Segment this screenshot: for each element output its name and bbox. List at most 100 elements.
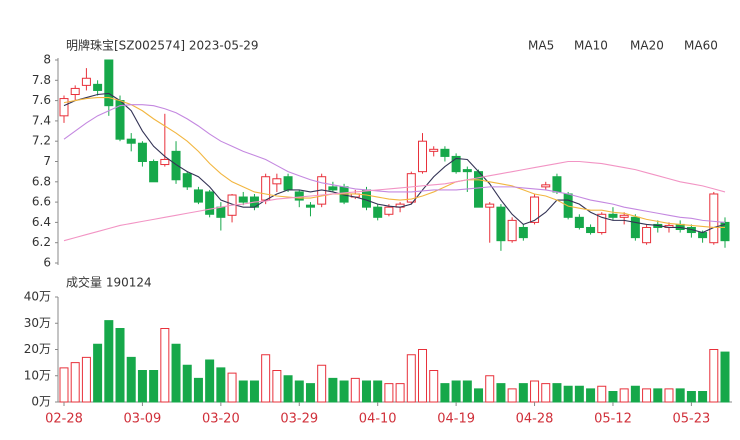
volume-bar <box>261 354 271 403</box>
x-tick-label: 03-09 <box>124 412 162 427</box>
volume-bar <box>597 385 607 403</box>
candle-body <box>294 191 304 201</box>
candle-body <box>630 216 640 239</box>
y-tick-label: 7.2 <box>32 134 51 148</box>
volume-bar <box>395 383 405 403</box>
volume-bar <box>216 367 226 403</box>
candle-body <box>373 206 383 218</box>
candle-body <box>104 59 114 107</box>
x-tick-label: 04-10 <box>359 412 397 427</box>
candle-body <box>126 138 136 144</box>
y-tick-label: 8 <box>43 53 51 67</box>
volume-bar <box>541 383 551 403</box>
volume-bar <box>81 356 91 403</box>
ma-line <box>63 160 726 242</box>
volume-bar <box>350 377 360 403</box>
legend-entry: MA5 <box>528 39 554 53</box>
candle-body <box>406 173 416 203</box>
candle-body <box>216 206 226 218</box>
volume-bar <box>686 391 696 403</box>
volume-bar <box>227 372 237 403</box>
volume-bar <box>182 364 192 403</box>
candle-body <box>328 186 338 191</box>
y-tick-label: 6.2 <box>32 235 51 249</box>
candle-body <box>70 87 80 96</box>
candle-body <box>261 176 271 201</box>
candle-body <box>429 148 439 152</box>
volume-bar <box>485 375 495 403</box>
y-tick-label: 7.4 <box>32 113 51 127</box>
volume-bar <box>249 380 259 403</box>
volume-bar <box>294 380 304 403</box>
x-tick-label: 03-20 <box>202 412 240 427</box>
volume-bar <box>608 391 618 403</box>
volume-bar <box>305 383 315 403</box>
candle-body <box>193 189 203 203</box>
volume-bar <box>675 388 685 403</box>
volume-bar <box>530 380 540 403</box>
candle-body <box>574 216 584 228</box>
y-tick-label: 7.6 <box>32 93 51 107</box>
volume-bar <box>664 388 674 403</box>
volume-bar <box>339 380 349 403</box>
candle-body <box>160 158 170 166</box>
volume-bar <box>193 377 203 403</box>
volume-bar <box>171 343 181 403</box>
candle-body <box>518 226 528 239</box>
candle-body <box>709 193 719 244</box>
y-tick-label: 6.4 <box>32 215 51 229</box>
volume-bar <box>137 370 147 403</box>
volume-bar <box>328 377 338 403</box>
volume-bar <box>126 356 136 403</box>
volume-bar <box>698 391 708 403</box>
volume-bar <box>406 354 416 403</box>
volume-bar <box>429 370 439 403</box>
volume-title: 成交量 190124 <box>66 275 152 290</box>
y-tick-label: 30万 <box>24 316 51 330</box>
volume-bar <box>474 388 484 403</box>
volume-bar <box>440 383 450 403</box>
x-tick-label: 02-28 <box>45 412 83 427</box>
volume-bar <box>720 351 730 403</box>
volume-bar <box>574 385 584 403</box>
volume-bar <box>160 328 170 403</box>
y-tick-label: 6.8 <box>32 174 51 188</box>
candle-body <box>552 176 562 193</box>
candle-body <box>272 178 282 185</box>
volume-bar <box>149 370 159 403</box>
candle-body <box>619 214 629 218</box>
candle-body <box>485 203 495 208</box>
candle-body <box>137 142 147 162</box>
volume-bar <box>93 343 103 403</box>
candle-body <box>238 196 248 203</box>
volume-bar <box>507 388 517 403</box>
candle-body <box>283 176 293 191</box>
candle-body <box>418 140 428 173</box>
volume-bar <box>518 383 528 403</box>
candle-body <box>496 206 506 242</box>
y-tick-label: 0万 <box>31 395 51 409</box>
candle-body <box>384 206 394 215</box>
candle-body <box>205 191 215 215</box>
y-tick-label: 7.8 <box>32 73 51 87</box>
y-tick-label: 20万 <box>24 342 51 356</box>
volume-bar <box>104 320 114 403</box>
candle-body <box>507 219 517 242</box>
y-tick-label: 6 <box>43 256 51 270</box>
volume-bar <box>283 375 293 403</box>
candle-body <box>171 150 181 181</box>
candle-body <box>541 184 551 188</box>
chart-title: 明牌珠宝[SZ002574] 2023-05-29 <box>66 39 259 53</box>
volume-bar <box>272 370 282 403</box>
candle-body <box>440 148 450 157</box>
candle-body <box>182 173 192 188</box>
candle-body <box>608 213 618 218</box>
y-tick-label: 10万 <box>24 368 51 382</box>
candle-body <box>93 83 103 91</box>
volume-bar <box>205 359 215 403</box>
volume-bar <box>70 362 80 403</box>
x-tick-label: 04-19 <box>437 412 475 427</box>
ma-line <box>63 104 726 223</box>
volume-bar <box>563 385 573 403</box>
y-tick-label: 40万 <box>24 290 51 304</box>
